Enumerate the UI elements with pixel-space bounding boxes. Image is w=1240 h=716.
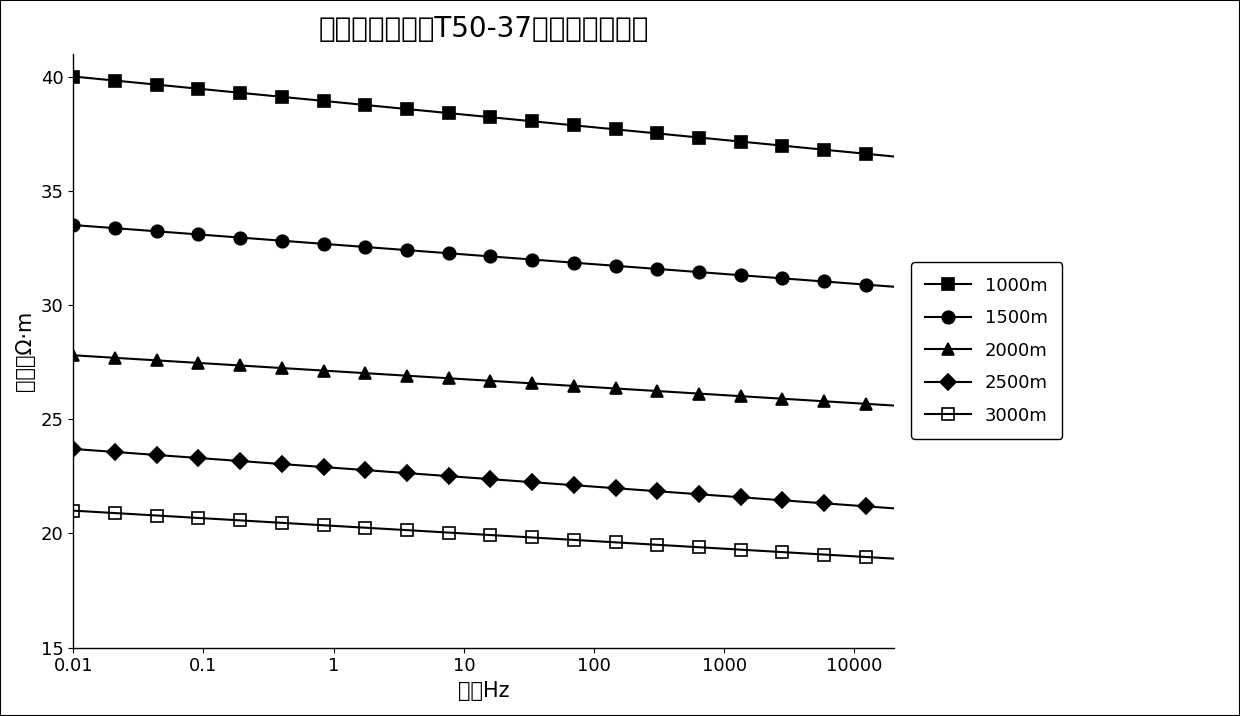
1000m: [343, 100, 358, 108]
1000m: [330, 98, 345, 107]
Title: 不同深度条件下T50-37电阻率幅值曲线: 不同深度条件下T50-37电阻率幅值曲线: [319, 15, 649, 43]
2000m: [205, 359, 219, 368]
1000m: [580, 122, 595, 131]
1000m: [66, 72, 81, 81]
1500m: [66, 221, 81, 229]
1000m: [303, 95, 317, 104]
2500m: [330, 464, 345, 473]
3000m: [66, 506, 81, 515]
Line: 1000m: 1000m: [68, 71, 899, 162]
1500m: [580, 259, 595, 268]
2000m: [274, 364, 289, 372]
1500m: [343, 241, 358, 250]
3000m: [580, 536, 595, 545]
1000m: [274, 92, 289, 101]
3000m: [274, 518, 289, 527]
Legend: 1000m, 1500m, 2000m, 2500m, 3000m: 1000m, 1500m, 2000m, 2500m, 3000m: [911, 262, 1063, 439]
1500m: [205, 231, 219, 240]
2000m: [303, 365, 317, 374]
2000m: [66, 351, 81, 359]
3000m: [343, 523, 358, 531]
2500m: [205, 455, 219, 463]
1000m: [205, 86, 219, 95]
2000m: [330, 367, 345, 376]
2000m: [343, 368, 358, 377]
1500m: [274, 236, 289, 245]
2500m: [274, 460, 289, 468]
1500m: [330, 241, 345, 249]
2500m: [303, 462, 317, 470]
2500m: [343, 465, 358, 473]
3000m: [205, 515, 219, 523]
Line: 2500m: 2500m: [68, 443, 899, 514]
X-axis label: 频率Hz: 频率Hz: [458, 681, 510, 701]
1500m: [303, 238, 317, 247]
3000m: [303, 520, 317, 528]
Y-axis label: 电阻率Ω·m: 电阻率Ω·m: [15, 311, 35, 391]
2500m: [66, 445, 81, 453]
2000m: [887, 401, 901, 410]
Line: 1500m: 1500m: [67, 219, 900, 293]
1500m: [887, 282, 901, 291]
3000m: [887, 554, 901, 563]
3000m: [330, 522, 345, 531]
1000m: [887, 153, 901, 161]
Line: 2000m: 2000m: [67, 349, 900, 412]
Line: 3000m: 3000m: [68, 505, 899, 564]
2000m: [580, 382, 595, 391]
2500m: [887, 504, 901, 513]
2500m: [580, 482, 595, 490]
